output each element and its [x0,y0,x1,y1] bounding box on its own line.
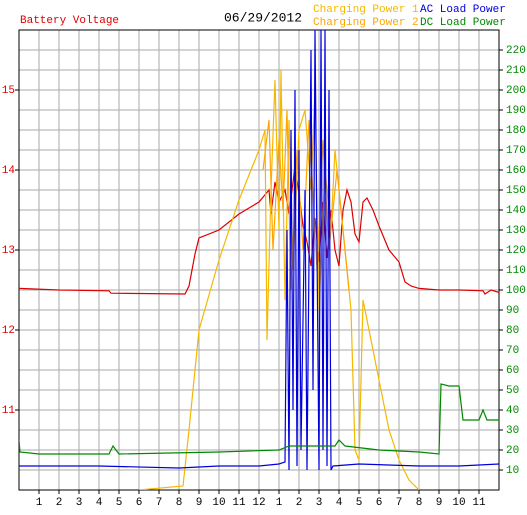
y2-tick-label: 40 [506,405,519,417]
x-tick-label: 11 [232,497,246,509]
x-tick-label: 1 [276,497,283,509]
y2-tick-label: 60 [506,365,519,377]
y2-tick-label: 220 [506,45,526,57]
legend-label: AC Load Power [420,4,506,16]
x-tick-label: 5 [356,497,363,509]
x-tick-label: 2 [296,497,303,509]
y2-tick-label: 80 [506,325,519,337]
x-tick-label: 10 [452,497,465,509]
x-tick-label: 7 [156,497,163,509]
legend-label: DC Load Power [420,17,506,29]
y2-tick-label: 200 [506,85,526,97]
x-tick-label: 6 [136,497,143,509]
series-line [19,383,499,455]
y2-tick-label: 30 [506,425,519,437]
series-line [19,165,499,295]
y2-tick-label: 190 [506,105,526,117]
x-tick-label: 11 [472,497,486,509]
x-tick-label: 6 [376,497,383,509]
y2-tick-label: 140 [506,205,526,217]
y2-tick-label: 70 [506,345,519,357]
y2-tick-label: 50 [506,385,519,397]
plot-border [18,29,500,491]
y2-tick-label: 110 [506,265,526,277]
y2-tick-label: 170 [506,145,526,157]
x-tick-label: 7 [396,497,403,509]
y2-tick-label: 10 [506,465,519,477]
x-tick-label: 2 [56,497,63,509]
x-tick-label: 9 [196,497,203,509]
series-line [19,30,499,471]
y2-tick-label: 20 [506,445,519,457]
y2-tick-label: 90 [506,305,519,317]
y2-tick-label: 160 [506,165,526,177]
series-line [262,109,350,291]
y-tick-label: 15 [2,85,15,97]
x-tick-label: 9 [436,497,443,509]
x-tick-label: 3 [316,497,323,509]
x-tick-label: 4 [96,497,103,509]
y2-tick-label: 210 [506,65,526,77]
chart-date: 06/29/2012 [224,10,302,25]
y-tick-label: 12 [2,325,15,337]
y-tick-label: 11 [2,405,16,417]
legend-label: Charging Power 1 [313,4,419,16]
y-tick-label: 14 [2,165,16,177]
x-tick-label: 3 [76,497,83,509]
legend-label: Charging Power 2 [313,17,419,29]
x-tick-label: 8 [176,497,183,509]
y-tick-label: 13 [2,245,15,257]
x-tick-label: 5 [116,497,123,509]
x-tick-label: 8 [416,497,423,509]
x-tick-label: 1 [36,497,43,509]
x-tick-label: 10 [212,497,225,509]
y2-tick-label: 180 [506,125,526,137]
x-tick-label: 4 [336,497,343,509]
y2-tick-label: 120 [506,245,526,257]
legend-label: Battery Voltage [20,15,119,27]
x-tick-label: 12 [252,497,265,509]
y2-tick-label: 100 [506,285,526,297]
y2-tick-label: 130 [506,225,526,237]
y2-tick-label: 150 [506,185,526,197]
